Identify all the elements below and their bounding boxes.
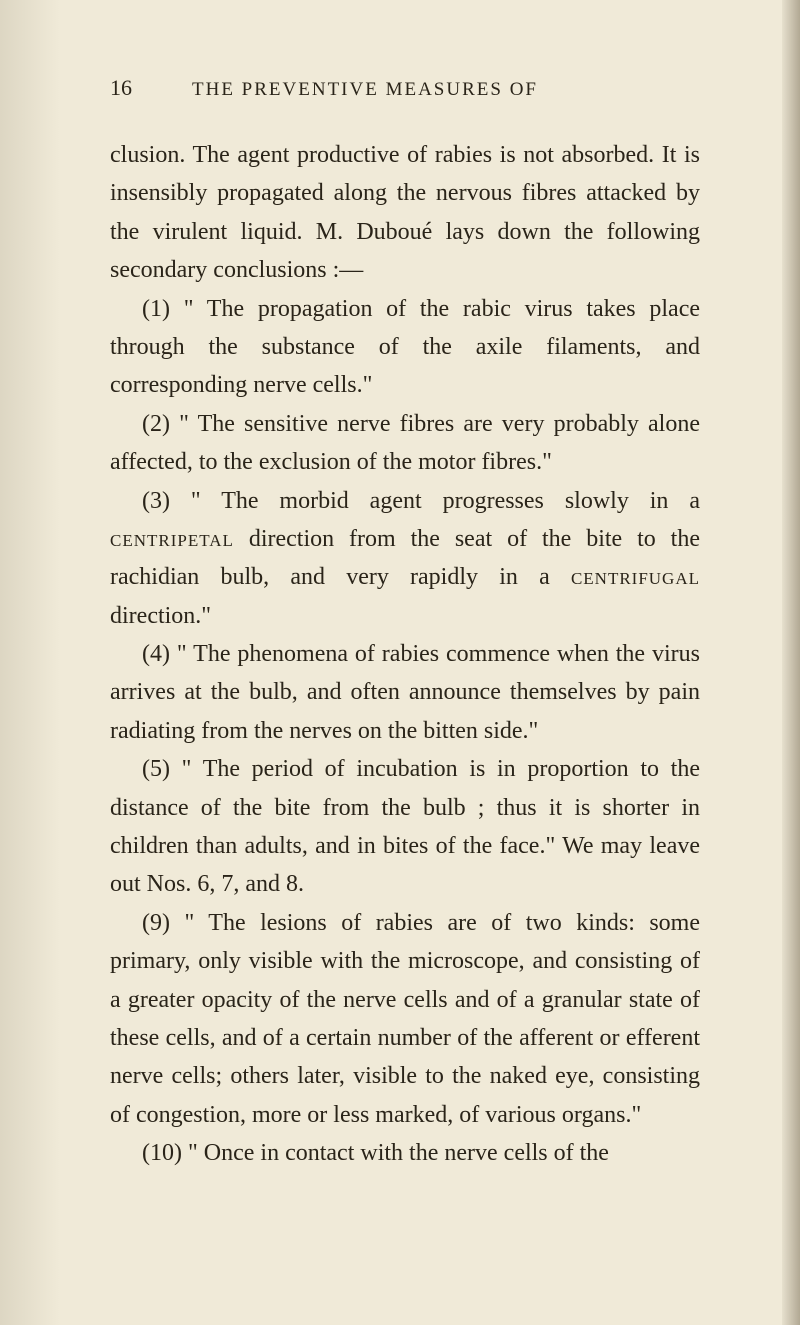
body-text: clusion. The agent productive of rabies … <box>110 136 700 1173</box>
p4-smallcaps-1: centripetal <box>110 526 234 552</box>
page-left-shadow <box>0 0 60 1325</box>
paragraph-item-1: (1) " The propagation of the rabic virus… <box>110 290 700 405</box>
page-number: 16 <box>110 75 132 101</box>
paragraph-item-10: (10) " Once in contact with the nerve ce… <box>110 1134 700 1172</box>
paragraph-continuation: clusion. The agent productive of rabies … <box>110 136 700 290</box>
paragraph-item-5: (5) " The period of incubation is in pro… <box>110 750 700 904</box>
running-title: THE PREVENTIVE MEASURES OF <box>192 79 538 101</box>
paragraph-item-2: (2) " The sensitive nerve fibres are ver… <box>110 405 700 482</box>
p4-post: direction." <box>110 603 211 629</box>
p4-pre: (3) " The morbid agent progresses slowly… <box>142 488 700 514</box>
paragraph-item-3: (3) " The morbid agent progresses slowly… <box>110 482 700 636</box>
paragraph-item-9: (9) " The lesions of rabies are of two k… <box>110 904 700 1134</box>
p4-smallcaps-2: centrifugal <box>571 564 700 590</box>
page-header: 16 THE PREVENTIVE MEASURES OF <box>110 75 700 101</box>
page-right-edge <box>782 0 800 1325</box>
page-content: 16 THE PREVENTIVE MEASURES OF clusion. T… <box>0 0 800 1223</box>
paragraph-item-4: (4) " The phenomena of rabies commence w… <box>110 635 700 750</box>
